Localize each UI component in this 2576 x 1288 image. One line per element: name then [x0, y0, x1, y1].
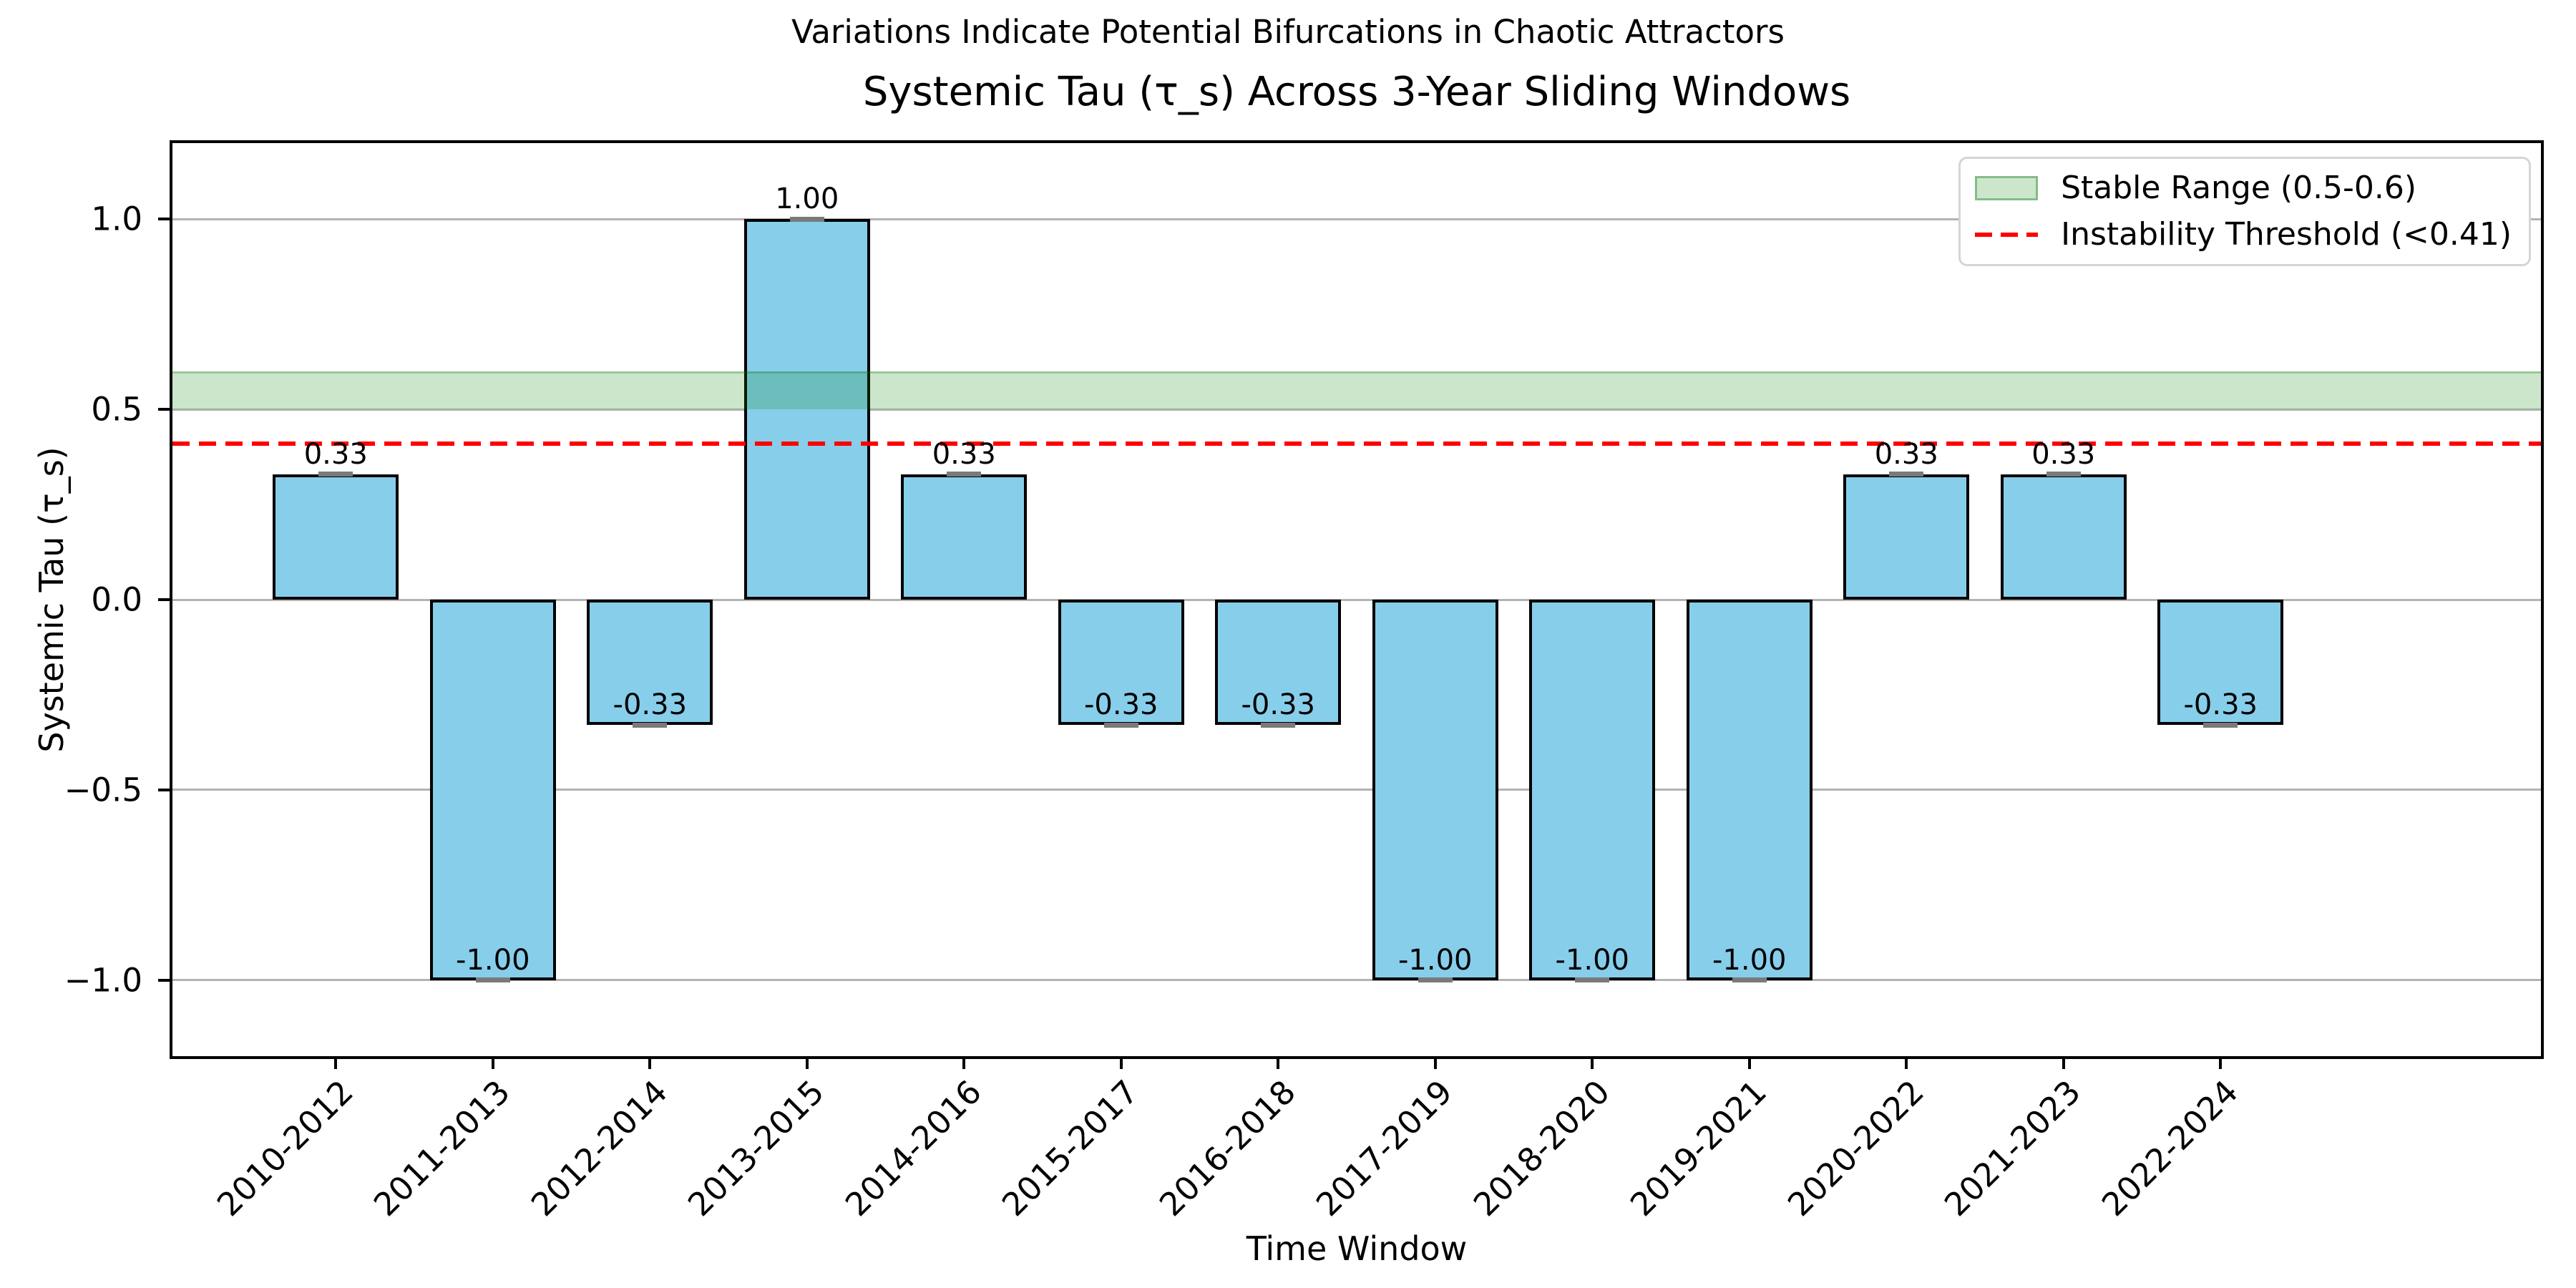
bar [901, 474, 1028, 600]
x-tick-mark [1119, 1056, 1123, 1069]
bar [1215, 600, 1342, 726]
gridline [172, 789, 2541, 791]
y-tick-mark [158, 218, 172, 221]
instability-threshold-line [172, 441, 2541, 447]
x-tick-label: 2017-2019 [1309, 1073, 1460, 1224]
gridline [172, 408, 2541, 411]
x-tick-label: 2015-2017 [995, 1073, 1146, 1224]
x-tick-label: 2014-2016 [837, 1073, 989, 1224]
error-cap [1889, 472, 1924, 477]
bar-value-label: -0.33 [1084, 688, 1158, 722]
x-tick-label: 2012-2014 [523, 1073, 675, 1224]
bar [1529, 600, 1656, 980]
error-cap [789, 216, 824, 222]
bar-value-label: 0.33 [2031, 437, 2096, 471]
gridline [172, 218, 2541, 220]
error-cap [1261, 722, 1296, 728]
legend-item-label: Instability Threshold (<0.41) [2061, 215, 2512, 253]
legend: Stable Range (0.5-0.6) Instability Thres… [1958, 157, 2531, 267]
bar [2157, 600, 2284, 726]
y-tick-mark [158, 408, 172, 411]
x-tick-label: 2011-2013 [366, 1073, 518, 1224]
y-tick-label: 0.5 [91, 390, 142, 429]
error-cap [1418, 977, 1453, 983]
x-tick-mark [648, 1056, 652, 1069]
x-tick-mark [334, 1056, 338, 1069]
bar [1843, 474, 1970, 600]
y-tick-label: −0.5 [64, 771, 142, 809]
x-tick-mark [1905, 1056, 1908, 1069]
figure-suptitle: Variations Indicate Potential Bifurcatio… [791, 13, 1785, 51]
error-cap [1575, 977, 1610, 983]
gridline [172, 598, 2541, 601]
error-cap [318, 472, 353, 477]
x-tick-mark [1277, 1056, 1280, 1069]
error-cap [947, 472, 982, 477]
x-tick-label: 2020-2022 [1780, 1073, 1931, 1224]
error-cap [1103, 722, 1138, 728]
error-cap [2046, 472, 2081, 477]
bar-value-label: 0.33 [932, 437, 996, 471]
bar-value-label: -1.00 [1712, 943, 1787, 977]
legend-item-label: Stable Range (0.5-0.6) [2061, 170, 2417, 206]
chart-title: Systemic Tau (τ_s) Across 3-Year Sliding… [862, 69, 1851, 115]
stable-range-band [172, 371, 2541, 410]
y-tick-label: 1.0 [91, 200, 142, 238]
bar [1372, 600, 1498, 980]
bar [429, 600, 556, 980]
x-tick-mark [2062, 1056, 2065, 1069]
bar-value-label: -0.33 [1241, 688, 1316, 722]
bar-value-label: -1.00 [1555, 943, 1629, 977]
bar-value-label: 0.33 [1874, 437, 1938, 471]
y-tick-mark [158, 978, 172, 982]
x-tick-mark [491, 1056, 494, 1069]
bar [743, 219, 870, 600]
y-tick-mark [158, 598, 172, 601]
bar [2000, 474, 2127, 600]
x-tick-label: 2013-2015 [680, 1073, 832, 1224]
y-tick-label: −1.0 [64, 961, 142, 1000]
y-tick-label: 0.0 [91, 580, 142, 619]
x-tick-mark [1591, 1056, 1594, 1069]
error-cap [475, 977, 510, 983]
error-cap [633, 722, 668, 728]
stable-range-swatch-icon [1975, 176, 2039, 201]
legend-item-threshold: Instability Threshold (<0.41) [1975, 215, 2512, 253]
x-tick-mark [1433, 1056, 1437, 1069]
plot-area: Stable Range (0.5-0.6) Instability Thres… [64, 140, 2544, 1224]
bar-value-label: -0.33 [2183, 688, 2258, 722]
x-tick-mark [962, 1056, 966, 1069]
bar-value-label: -1.00 [1397, 943, 1473, 977]
x-tick-label: 2010-2012 [209, 1073, 361, 1224]
error-cap [2203, 722, 2238, 728]
bar-value-label: 0.33 [303, 437, 368, 471]
x-tick-label: 2018-2020 [1465, 1073, 1617, 1224]
error-cap [1732, 977, 1767, 983]
x-tick-mark [2219, 1056, 2223, 1069]
gridline [172, 979, 2541, 982]
bar-value-label: -0.33 [613, 688, 688, 722]
x-tick-label: 2019-2021 [1623, 1073, 1775, 1224]
x-tick-label: 2021-2023 [1937, 1073, 2089, 1224]
y-tick-mark [158, 788, 172, 791]
x-tick-mark [805, 1056, 809, 1069]
legend-item-stable-range: Stable Range (0.5-0.6) [1975, 170, 2512, 207]
bar-value-label: 1.00 [775, 182, 839, 216]
x-axis-label: Time Window [1246, 1229, 1468, 1268]
x-tick-mark [1747, 1056, 1751, 1069]
x-tick-label: 2016-2018 [1151, 1073, 1303, 1224]
threshold-dashed-line-icon [1975, 232, 2039, 237]
bar [1686, 600, 1813, 980]
bar [273, 474, 399, 600]
bar-value-label: -1.00 [456, 943, 530, 977]
x-tick-label: 2022-2024 [2094, 1073, 2245, 1224]
